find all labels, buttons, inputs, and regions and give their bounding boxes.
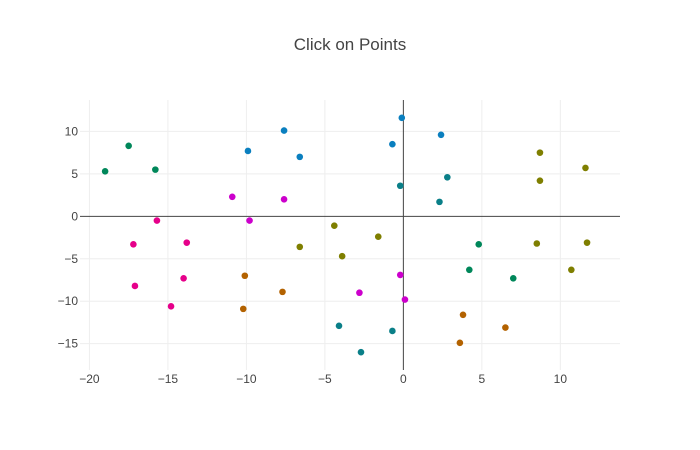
data-point — [583, 239, 591, 246]
data-point — [396, 271, 404, 279]
data-point — [357, 348, 365, 356]
data-point — [244, 147, 252, 155]
data-point — [335, 322, 343, 330]
y-tick-label: 0 — [71, 209, 78, 223]
x-tick-label: 10 — [554, 372, 568, 386]
y-tick-label: 5 — [71, 167, 78, 181]
y-tick-label: −5 — [64, 252, 78, 266]
data-point — [296, 243, 304, 251]
x-tick-label: −15 — [158, 372, 179, 386]
x-tick-label: 0 — [400, 372, 407, 386]
data-point — [180, 275, 187, 282]
data-point — [536, 177, 544, 184]
data-points — [101, 114, 591, 356]
data-point — [389, 327, 396, 335]
data-point — [456, 339, 464, 347]
data-point — [436, 198, 443, 206]
zero-lines — [80, 100, 620, 370]
data-point — [167, 303, 175, 310]
data-point — [389, 140, 396, 148]
x-axis-ticks: −20 −15 −10 −5 0 5 10 — [79, 372, 567, 386]
data-point — [241, 272, 249, 280]
chart-title: Click on Points — [294, 35, 406, 54]
y-axis-ticks: −15 −10 −5 0 5 10 — [58, 124, 79, 350]
data-point — [533, 240, 541, 247]
data-point — [296, 153, 304, 161]
data-point — [582, 164, 589, 172]
data-point — [280, 127, 288, 134]
data-point — [459, 311, 467, 319]
data-point — [183, 239, 191, 246]
data-point — [131, 282, 139, 290]
data-point — [101, 168, 109, 175]
data-point — [125, 142, 132, 150]
data-point — [153, 217, 161, 224]
data-point — [437, 131, 445, 139]
data-point — [401, 296, 409, 303]
data-point — [509, 275, 517, 282]
x-tick-label: −20 — [79, 372, 100, 386]
data-point — [444, 173, 451, 181]
data-point — [338, 252, 346, 260]
x-tick-label: 5 — [479, 372, 486, 386]
data-point — [466, 266, 473, 274]
y-tick-label: 10 — [65, 124, 79, 138]
data-point — [568, 266, 575, 274]
data-point — [279, 288, 286, 296]
data-point — [374, 233, 382, 240]
data-point — [398, 114, 406, 122]
data-point — [396, 182, 404, 190]
data-point — [502, 324, 509, 331]
y-tick-label: −15 — [58, 337, 79, 351]
data-point — [246, 217, 253, 224]
grid-lines — [80, 100, 620, 370]
data-point — [331, 222, 338, 229]
data-point — [356, 289, 363, 297]
data-point — [280, 196, 288, 203]
y-tick-label: −10 — [58, 294, 79, 308]
x-tick-label: −5 — [318, 372, 332, 386]
data-point — [239, 305, 247, 313]
data-point — [152, 166, 159, 173]
data-point — [536, 149, 544, 156]
x-tick-label: −10 — [236, 372, 257, 386]
data-point — [130, 241, 137, 248]
data-point — [475, 241, 483, 248]
data-point — [228, 193, 236, 201]
